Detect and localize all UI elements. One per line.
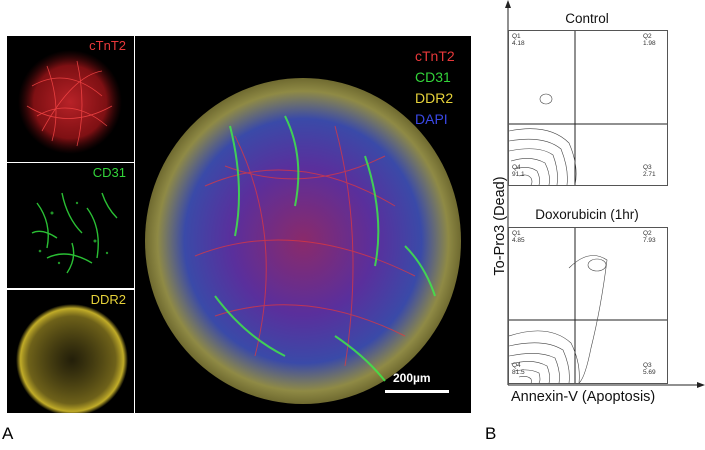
doxorubicin-q2: Q2 7.93 [643, 230, 656, 244]
cd31-channel-image: CD31 [7, 163, 134, 288]
y-axis-label: To-Pro3 (Dead) [492, 176, 508, 276]
ctnt2-spheroid-graphic [18, 50, 122, 154]
panel-b-letter: B [485, 424, 497, 443]
doxorubicin-plot-title: Doxorubicin (1hr) [535, 207, 639, 222]
doxorubicin-flow-plot: Q1 4.85 Q2 7.93 Q3 5.69 Q4 81.5 [508, 227, 668, 384]
legend-cd31: CD31 [415, 69, 451, 85]
merge-legend: cTnT2 CD31 DDR2 DAPI [415, 46, 455, 130]
ctnt2-channel-image: cTnT2 [7, 36, 134, 162]
scale-bar-label: 200µm [393, 371, 431, 385]
cd31-spheroid-graphic [31, 192, 118, 274]
merged-spheroid-graphic [145, 78, 461, 404]
legend-ctnt2: cTnT2 [415, 48, 455, 64]
control-q1: Q1 4.18 [512, 33, 525, 47]
x-axis-label: Annexin-V (Apoptosis) [511, 389, 656, 405]
control-q2: Q2 1.98 [643, 33, 656, 47]
ddr2-label: DDR2 [90, 292, 126, 307]
control-flow-plot: Q1 4.18 Q2 1.98 Q3 2.71 Q4 91.1 [508, 30, 668, 186]
control-q3: Q3 2.71 [643, 164, 656, 178]
control-q4: Q4 91.1 [512, 164, 525, 178]
legend-dapi: DAPI [415, 111, 448, 127]
cd31-label: CD31 [92, 165, 126, 180]
doxorubicin-q1: Q1 4.85 [512, 230, 525, 244]
doxorubicin-q4: Q4 81.5 [512, 362, 525, 376]
doxorubicin-q3: Q3 5.69 [643, 362, 656, 376]
ctnt2-label: cTnT2 [89, 38, 126, 53]
scale-bar [385, 390, 449, 393]
ddr2-channel-image: DDR2 [7, 290, 134, 413]
control-contour-graphic [509, 31, 667, 185]
ddr2-spheroid-graphic [16, 304, 128, 413]
control-plot-title: Control [565, 11, 609, 26]
doxorubicin-contour-graphic [509, 228, 667, 383]
merged-channel-image: cTnT2 CD31 DDR2 DAPI 200µm [135, 36, 471, 413]
legend-ddr2: DDR2 [415, 90, 454, 106]
panel-a-letter: A [2, 424, 14, 443]
